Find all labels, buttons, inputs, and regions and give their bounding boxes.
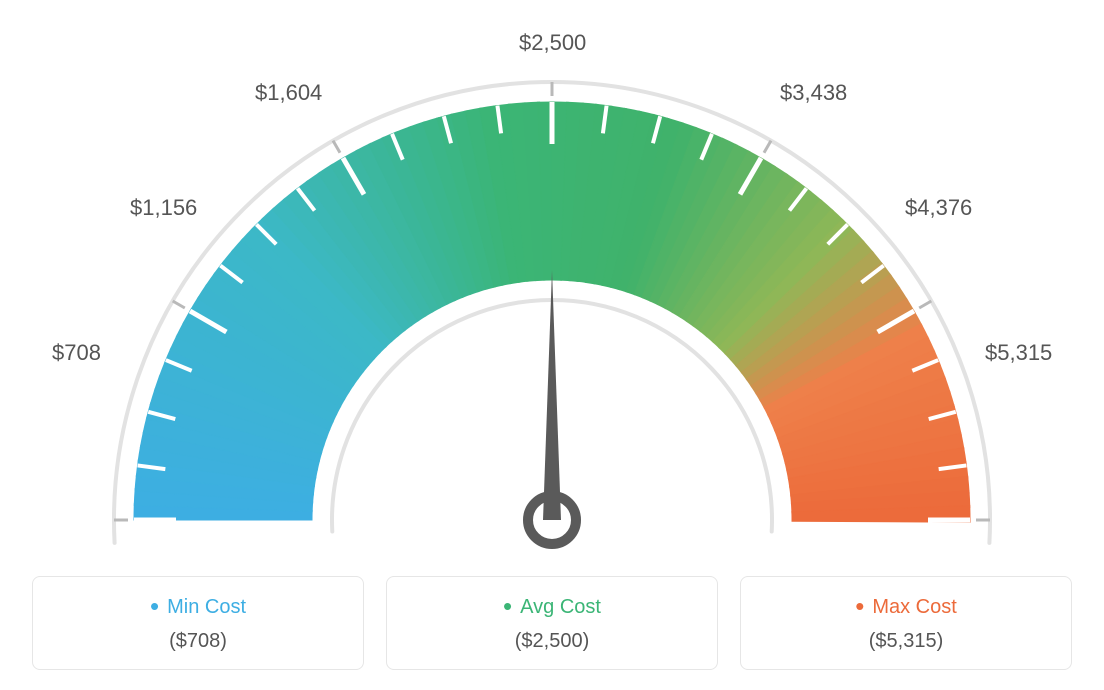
gauge-tick-label: $1,604: [255, 80, 322, 106]
legend-min-title: Min Cost: [33, 591, 363, 622]
gauge-tick-label: $2,500: [519, 30, 586, 56]
legend-card-min: Min Cost ($708): [32, 576, 364, 670]
legend-avg-value: ($2,500): [387, 630, 717, 653]
gauge-tick-label: $3,438: [780, 80, 847, 106]
gauge-svg: [0, 0, 1104, 570]
legend-min-value: ($708): [33, 630, 363, 653]
gauge-tick-label: $1,156: [130, 195, 197, 221]
legend-card-avg: Avg Cost ($2,500): [386, 576, 718, 670]
gauge-tick-label: $4,376: [905, 195, 972, 221]
legend-row: Min Cost ($708) Avg Cost ($2,500) Max Co…: [30, 576, 1074, 670]
gauge-area: $708 $1,156 $1,604 $2,500 $3,438 $4,376 $5,315: [0, 0, 1104, 560]
gauge-tick-label: $5,315: [985, 340, 1052, 366]
legend-max-title: Max Cost: [741, 591, 1071, 622]
cost-gauge-infographic: $708 $1,156 $1,604 $2,500 $3,438 $4,376 $5,315…: [0, 0, 1104, 690]
legend-card-max: Max Cost ($5,315): [740, 576, 1072, 670]
legend-max-value: ($5,315): [741, 630, 1071, 653]
legend-avg-title: Avg Cost: [387, 591, 717, 622]
gauge-tick-label: $708: [52, 340, 101, 366]
